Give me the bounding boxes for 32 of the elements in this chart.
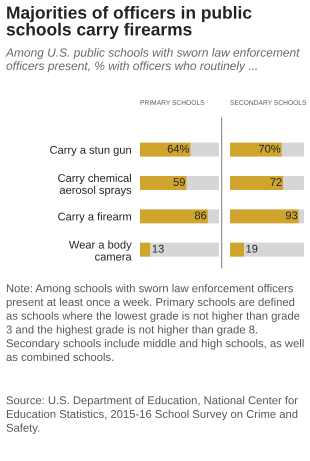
- data-label: 19: [246, 244, 258, 253]
- bar: [230, 242, 244, 257]
- bar: [140, 242, 150, 257]
- bar: [282, 142, 304, 157]
- bar: [298, 209, 304, 224]
- data-label: 93: [286, 211, 298, 220]
- y-tick-label: Wear a body camera: [68, 240, 132, 261]
- y-tick-label: Carry a firearm: [58, 212, 131, 223]
- data-label: 72: [270, 178, 282, 186]
- bar: [208, 209, 219, 224]
- data-label: 64%: [168, 144, 189, 153]
- data-label: 70%: [259, 144, 280, 153]
- bar: [140, 176, 187, 190]
- bar: [140, 142, 191, 157]
- bar: [244, 242, 304, 257]
- source-note: Source: U.S. Department of Education, National Center for Education Statistics, 2015-16 School Survey on Crime and Safety.: [6, 396, 298, 434]
- data-label: 59: [174, 178, 185, 186]
- bar: [150, 242, 219, 257]
- bar: [140, 209, 208, 224]
- data-label: 13: [152, 244, 164, 253]
- text: Majorities of officers in public schools carry firearms: [6, 6, 252, 39]
- bar: [190, 142, 219, 157]
- bar: [186, 176, 219, 190]
- y-tick-label: Carry a stun gun: [50, 146, 131, 156]
- text: Note: Among schools with sworn law enforcement officers present at least once a week. Primary schools are defined as schools where the lowest grade is not higher than grade 3 and the highest grade is not higher than grade 8. Secondary schools include middle and high schools, as well as combined schools.: [6, 284, 304, 362]
- y-tick-label: Carry chemical aerosol sprays: [58, 174, 132, 196]
- bar: [230, 142, 282, 157]
- data-label: 86: [194, 211, 206, 220]
- bar: [230, 209, 299, 224]
- bar: [230, 176, 284, 190]
- text: Among U.S. public schools with sworn law enforcement officers present, % with officers who routinely ...: [5, 48, 300, 72]
- bar: [283, 176, 304, 190]
